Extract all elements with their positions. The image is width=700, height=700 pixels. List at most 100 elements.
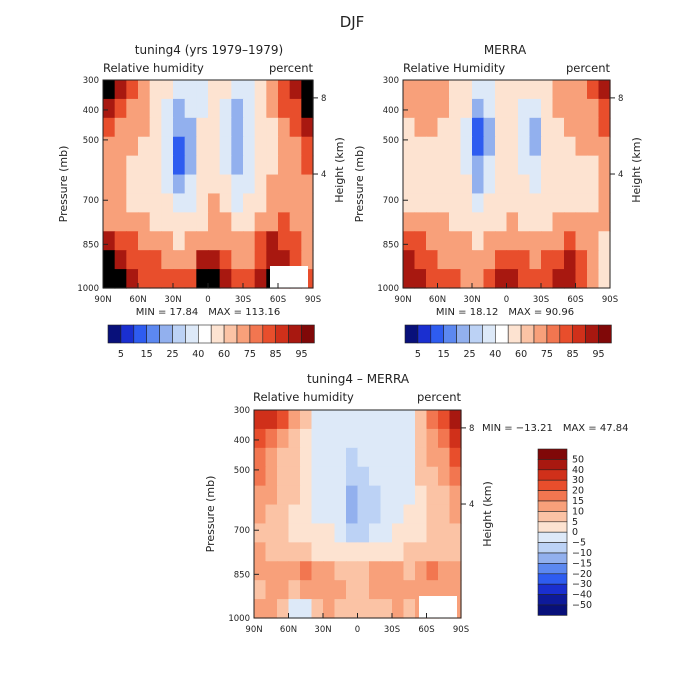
contour-cell — [311, 523, 324, 543]
contour-cell — [403, 231, 416, 251]
contour-cell — [426, 212, 439, 232]
contour-cell — [289, 174, 302, 195]
contour-cell — [265, 485, 278, 506]
contour-cell — [426, 485, 439, 506]
colorbar-swatch — [275, 324, 289, 344]
contour-cell — [254, 504, 267, 525]
contour-cell — [552, 193, 565, 213]
contour-cell — [243, 117, 256, 138]
contour-cell — [254, 250, 267, 270]
contour-cell — [254, 80, 267, 100]
contour-cell — [472, 155, 485, 176]
contour-cell — [449, 410, 462, 430]
contour-cell — [426, 504, 439, 525]
min-max-readout: MIN = 17.84 MAX = 113.16 — [136, 307, 281, 318]
colorbar-label: 75 — [244, 349, 256, 360]
colorbar: 5 15 25 40 60 75 85 95 — [107, 324, 315, 360]
contour-cell — [103, 174, 116, 195]
contour-cell — [301, 174, 314, 195]
contour-cell — [126, 212, 139, 232]
contour-cell — [415, 580, 428, 600]
contour-cell — [449, 80, 462, 100]
contour-cell — [357, 428, 370, 449]
contour-cell — [529, 231, 542, 251]
contour-cell — [518, 117, 531, 138]
contour-cell — [392, 561, 405, 581]
x-tick-label: 60N — [280, 625, 297, 635]
contour-cell — [392, 428, 405, 449]
contour-cell — [311, 447, 324, 468]
contour-cell — [414, 231, 427, 251]
contour-cell — [552, 117, 565, 138]
contour-cell — [380, 428, 393, 449]
contour-cell — [243, 269, 256, 289]
colorbar-swatch — [210, 324, 225, 344]
colorbar-swatch — [120, 324, 135, 344]
contour-cell — [472, 136, 485, 157]
contour-cell — [403, 212, 416, 232]
contour-cell — [311, 542, 324, 562]
x-tick-label: 0 — [355, 625, 360, 635]
contour-cell — [346, 447, 359, 468]
contour-cell — [288, 561, 301, 581]
y-tick-label: 1000 — [228, 614, 250, 624]
contour-cell — [552, 174, 565, 195]
contour-cell — [301, 98, 314, 119]
colorbar-label: 95 — [592, 349, 604, 360]
contour-cell — [301, 231, 314, 251]
contour-cell — [587, 269, 600, 289]
contour-cell — [161, 80, 174, 100]
colorbar-label: 85 — [270, 349, 282, 360]
contour-cell — [161, 212, 174, 232]
y-tick-label: 700 — [83, 196, 99, 206]
contour-cell — [289, 136, 302, 157]
contour-cell — [219, 212, 232, 232]
contour-cell — [564, 212, 577, 232]
contour-cell — [415, 466, 428, 487]
colorbar-label: −50 — [572, 600, 592, 611]
x-tick-label: 90N — [245, 625, 262, 635]
colorbar-label: 95 — [295, 349, 307, 360]
x-tick-label: 60N — [429, 295, 446, 305]
y-tick-label: 1000 — [377, 284, 399, 294]
contour-cell — [357, 504, 370, 525]
right-ticks: 84 — [610, 94, 623, 180]
contour-cell — [403, 80, 416, 100]
contour-cell — [173, 136, 186, 157]
contour-cell — [138, 193, 151, 213]
y-tick-label: 400 — [234, 436, 250, 446]
units-label: percent — [417, 390, 462, 404]
contour-cell — [254, 155, 267, 176]
contour-cell — [265, 580, 278, 600]
contour-cell — [598, 231, 611, 251]
contour-cell — [426, 193, 439, 213]
contour-cell — [346, 542, 359, 562]
contour-cell — [369, 561, 382, 581]
y-tick-label: 300 — [83, 76, 99, 86]
contour-cell — [414, 193, 427, 213]
contour-cell — [472, 231, 485, 251]
contour-field — [103, 80, 314, 289]
contour-cell — [483, 155, 496, 176]
contour-cell — [403, 447, 416, 468]
contour-cell — [184, 80, 197, 100]
contour-cell — [483, 136, 496, 157]
contour-cell — [300, 504, 313, 525]
contour-cell — [126, 98, 139, 119]
contour-cell — [380, 466, 393, 487]
max-value: 90.96 — [545, 307, 574, 318]
colorbar-swatch — [430, 324, 444, 344]
contour-cell — [161, 117, 174, 138]
contour-cell — [254, 428, 267, 449]
contour-cell — [346, 428, 359, 449]
contour-cell — [403, 580, 416, 600]
contour-cell — [426, 561, 439, 581]
contour-cell — [495, 155, 508, 176]
contour-cell — [426, 542, 439, 562]
contour-cell — [518, 98, 531, 119]
contour-cell — [506, 98, 519, 119]
contour-cell — [437, 98, 450, 119]
colorbar-swatch — [236, 324, 251, 344]
contour-cell — [437, 231, 450, 251]
contour-cell — [472, 193, 485, 213]
